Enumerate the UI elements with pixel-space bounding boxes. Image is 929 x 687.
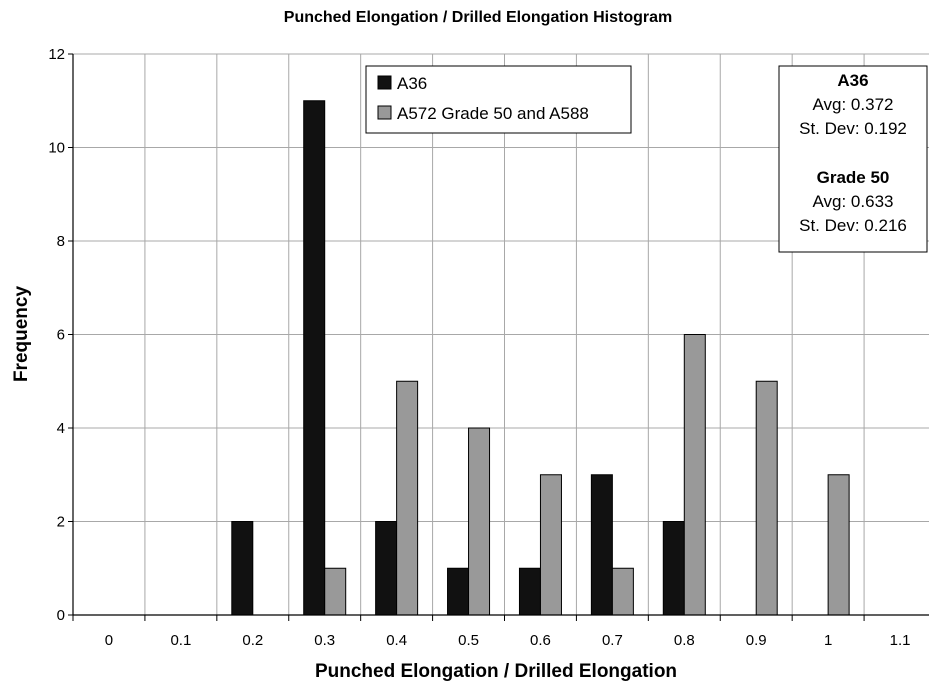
y-tick-label: 12 (48, 46, 65, 63)
stats-avg: Avg: 0.633 (813, 192, 894, 211)
x-tick-label: 0.9 (746, 632, 767, 649)
x-tick-label: 0.3 (314, 632, 335, 649)
x-tick-label: 1.1 (890, 632, 911, 649)
bar-a36-0.7 (590, 474, 613, 616)
stats-stdev: St. Dev: 0.192 (799, 119, 907, 138)
y-tick-label: 4 (57, 420, 65, 437)
bar-grade50-0.6 (539, 474, 562, 616)
bar-a36-0.8 (662, 521, 685, 616)
legend-swatch-grade50 (377, 105, 392, 120)
y-tick-label: 2 (57, 514, 65, 531)
stats-stdev: St. Dev: 0.216 (799, 216, 907, 235)
stats-box: A36 Avg: 0.372 St. Dev: 0.192 Grade 50 Avg: … (778, 65, 928, 253)
legend: A36 A572 Grade 50 and A588 (365, 65, 632, 134)
x-tick-label: 0.7 (602, 632, 623, 649)
legend-label-grade50: A572 Grade 50 and A588 (397, 104, 589, 123)
bar-a36-0.6 (518, 567, 541, 616)
bar-grade50-1 (827, 474, 850, 616)
x-tick-label: 0.4 (386, 632, 407, 649)
grid-lines (72, 53, 929, 616)
bars (231, 100, 850, 616)
x-axis-label: Punched Elongation / Drilled Elongation (315, 661, 677, 682)
y-tick-labels: 0 2 4 6 8 10 12 (48, 46, 65, 624)
bar-grade50-0.7 (611, 567, 634, 616)
x-tick-label: 0.6 (530, 632, 551, 649)
bar-grade50-0.5 (468, 427, 491, 616)
x-tick-label: 1 (824, 632, 832, 649)
bar-grade50-0.8 (683, 334, 706, 616)
y-tick-label: 10 (48, 140, 65, 157)
y-tick-label: 8 (57, 233, 65, 250)
bar-grade50-0.4 (396, 380, 419, 616)
bar-grade50-0.9 (755, 380, 778, 616)
x-tick-label: 0.8 (674, 632, 695, 649)
bar-a36-0.5 (447, 567, 470, 616)
y-tick-label: 6 (57, 327, 65, 344)
y-tick-label: 0 (57, 607, 65, 624)
stats-heading: A36 (837, 71, 868, 90)
axes (68, 53, 929, 621)
bar-a36-0.4 (375, 521, 398, 616)
stats-box-frame (778, 65, 928, 253)
stats-heading: Grade 50 (817, 168, 890, 187)
legend-swatch-a36 (377, 75, 392, 90)
legend-box (365, 65, 632, 134)
x-tick-label: 0.5 (458, 632, 479, 649)
x-tick-label: 0.2 (242, 632, 263, 649)
bar-a36-0.3 (303, 100, 326, 616)
x-tick-label: 0.1 (170, 632, 191, 649)
chart-title: Punched Elongation / Drilled Elongation … (284, 9, 672, 26)
stats-avg: Avg: 0.372 (813, 95, 894, 114)
bar-a36-0.2 (231, 521, 254, 616)
x-tick-label: 0 (105, 632, 113, 649)
legend-label-a36: A36 (397, 74, 427, 93)
bar-grade50-0.3 (324, 567, 347, 616)
y-axis-label: Frequency (11, 286, 32, 383)
x-tick-labels: 0 0.1 0.2 0.3 0.4 0.5 0.6 0.7 0.8 0.9 1 1.1 (105, 632, 911, 649)
